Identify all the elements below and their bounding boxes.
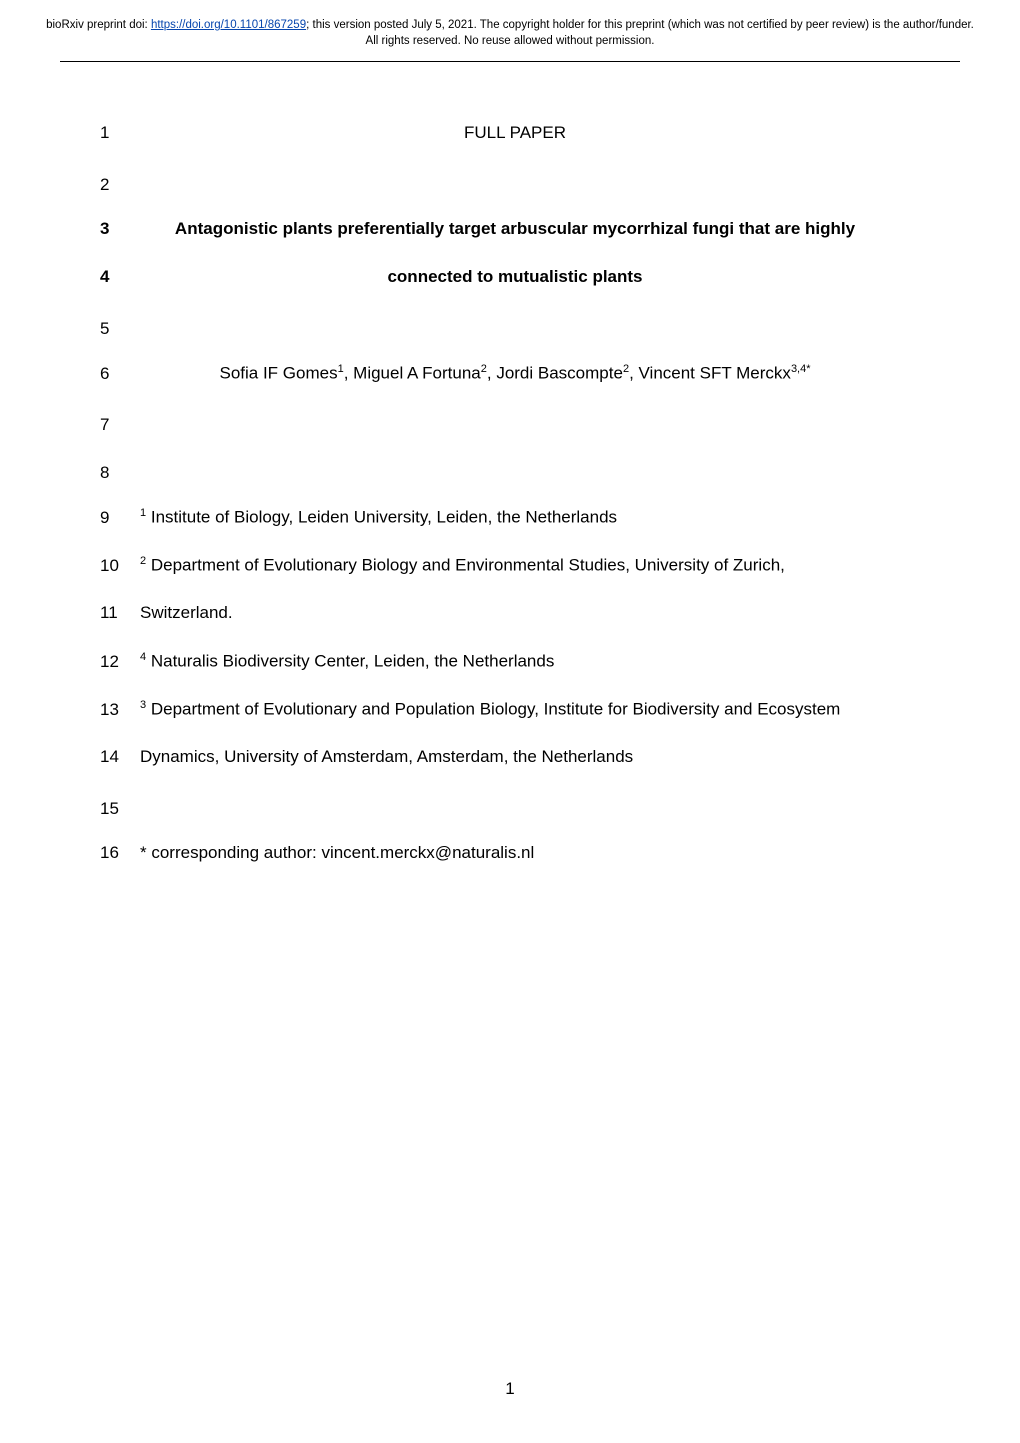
- page-number: 1: [0, 1379, 1020, 1399]
- manuscript-line: 3Antagonistic plants preferentially targ…: [100, 218, 890, 262]
- line-text: [140, 794, 890, 814]
- line-text: Antagonistic plants preferentially targe…: [140, 218, 890, 241]
- manuscript-line: 8: [100, 458, 890, 502]
- line-number: 8: [100, 463, 140, 483]
- manuscript-line: 11Switzerland.: [100, 602, 890, 646]
- line-text: Sofia IF Gomes1, Miguel A Fortuna2, Jord…: [140, 362, 890, 386]
- manuscript-line: 4connected to mutualistic plants: [100, 266, 890, 310]
- line-text: [140, 314, 890, 334]
- line-number: 14: [100, 747, 140, 767]
- line-number: 15: [100, 799, 140, 819]
- manuscript-line: 16* corresponding author: vincent.merckx…: [100, 842, 890, 886]
- line-text: connected to mutualistic plants: [140, 266, 890, 289]
- line-number: 9: [100, 508, 140, 528]
- line-number: 11: [100, 603, 140, 623]
- manuscript-line: 91 Institute of Biology, Leiden Universi…: [100, 506, 890, 550]
- line-text: 4 Naturalis Biodiversity Center, Leiden,…: [140, 650, 890, 674]
- header-rest: ; this version posted July 5, 2021. The …: [306, 19, 974, 47]
- line-number: 3: [100, 219, 140, 239]
- line-number: 2: [100, 175, 140, 195]
- line-number: 10: [100, 556, 140, 576]
- manuscript-line: 124 Naturalis Biodiversity Center, Leide…: [100, 650, 890, 694]
- line-number: 16: [100, 843, 140, 863]
- line-text: [140, 458, 890, 478]
- doi-link[interactable]: https://doi.org/10.1101/867259: [151, 19, 306, 31]
- line-number: 13: [100, 700, 140, 720]
- manuscript-line: 7: [100, 410, 890, 454]
- line-number: 7: [100, 415, 140, 435]
- manuscript-line: 6Sofia IF Gomes1, Miguel A Fortuna2, Jor…: [100, 362, 890, 406]
- line-number: 5: [100, 319, 140, 339]
- line-text: Dynamics, University of Amsterdam, Amste…: [140, 746, 890, 769]
- manuscript-body: 1FULL PAPER 2 3Antagonistic plants prefere…: [0, 62, 1020, 886]
- line-text: 1 Institute of Biology, Leiden Universit…: [140, 506, 890, 530]
- preprint-header: bioRxiv preprint doi: https://doi.org/10…: [0, 0, 1020, 57]
- line-number: 12: [100, 652, 140, 672]
- line-number: 4: [100, 267, 140, 287]
- manuscript-line: 15: [100, 794, 890, 838]
- manuscript-line: 1FULL PAPER: [100, 122, 890, 166]
- line-text: Switzerland.: [140, 602, 890, 625]
- line-text: * corresponding author: vincent.merckx@n…: [140, 842, 890, 865]
- manuscript-line: 5: [100, 314, 890, 358]
- line-number: 6: [100, 364, 140, 384]
- header-prefix: bioRxiv preprint doi:: [46, 19, 151, 31]
- line-text: 3 Department of Evolutionary and Populat…: [140, 698, 890, 722]
- manuscript-line: 14Dynamics, University of Amsterdam, Ams…: [100, 746, 890, 790]
- line-text: FULL PAPER: [140, 122, 890, 145]
- manuscript-line: 102 Department of Evolutionary Biology a…: [100, 554, 890, 598]
- line-text: [140, 410, 890, 430]
- manuscript-line: 133 Department of Evolutionary and Popul…: [100, 698, 890, 742]
- line-text: [140, 170, 890, 190]
- line-text: 2 Department of Evolutionary Biology and…: [140, 554, 890, 578]
- manuscript-line: 2: [100, 170, 890, 214]
- line-number: 1: [100, 123, 140, 143]
